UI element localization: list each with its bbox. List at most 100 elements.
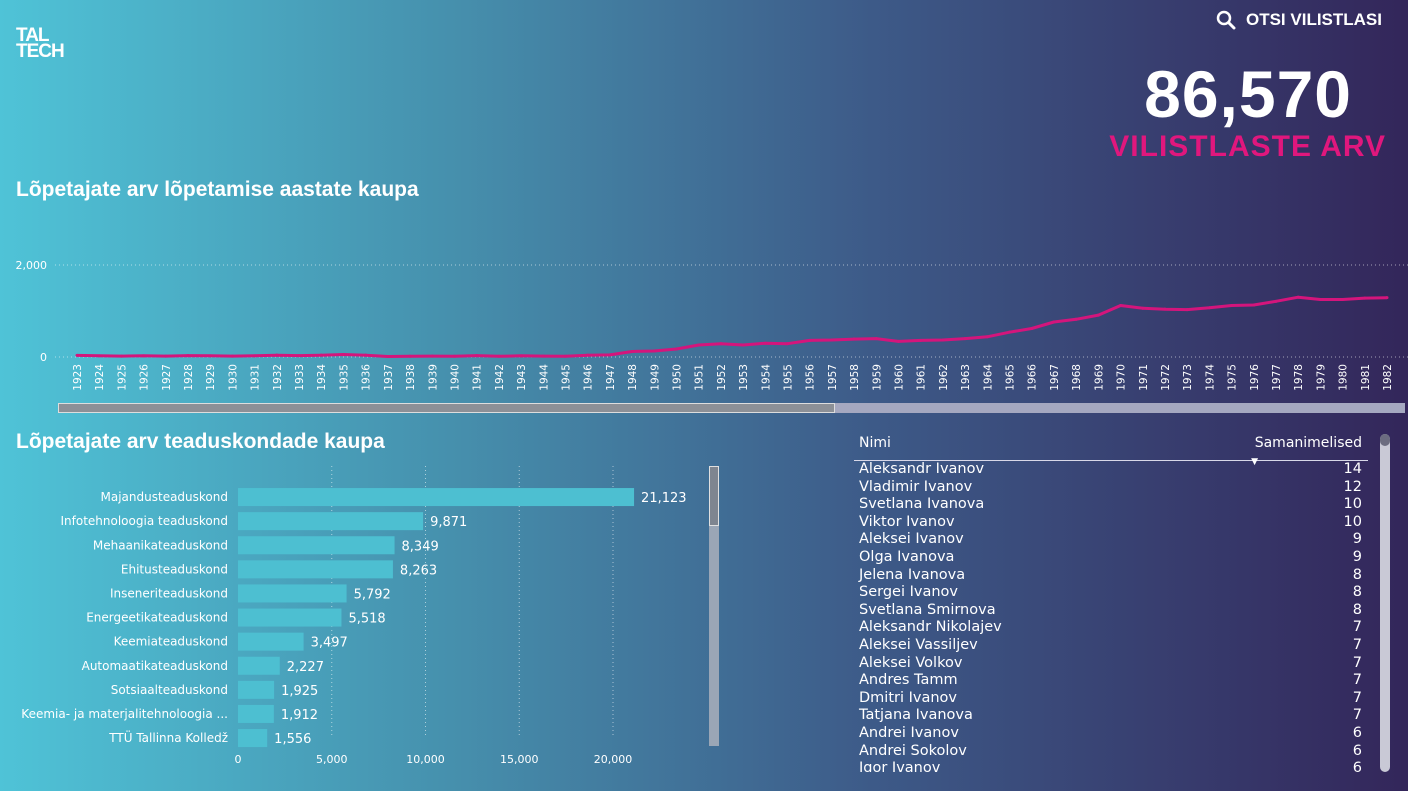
table-row[interactable]: Andrei Sokolov 6 bbox=[854, 743, 1368, 761]
bar bbox=[238, 656, 280, 675]
x-tick-label: 1962 bbox=[938, 364, 950, 391]
bar bbox=[238, 560, 393, 579]
bar-value-label: 5,518 bbox=[348, 612, 385, 627]
bar-chart[interactable]: 0 5,000 10,000 15,000 20,000 Majandusteadusko… bbox=[0, 466, 705, 771]
x-tick-label: 1958 bbox=[849, 364, 861, 391]
data-point bbox=[763, 341, 767, 345]
bar-chart-scrollbar-thumb[interactable] bbox=[709, 466, 719, 526]
x-tick-label: 1923 bbox=[72, 364, 84, 391]
line-chart[interactable]: 0 2,000 1923 1924 1925 1926 1927 1928 1929 1930 19… bbox=[0, 240, 1408, 405]
search-icon bbox=[1216, 10, 1236, 30]
x-tick-label: 1952 bbox=[716, 364, 728, 391]
bar-value-label: 1,925 bbox=[281, 684, 318, 699]
row-name: Aleksei Volkov bbox=[859, 654, 963, 671]
category-label: Energeetikateaduskond bbox=[86, 611, 228, 625]
x-tick-label: 1980 bbox=[1338, 364, 1350, 391]
bar bbox=[238, 632, 304, 651]
data-point bbox=[608, 353, 612, 357]
table-row[interactable]: Olga Ivanova 9 bbox=[854, 549, 1368, 567]
data-point bbox=[297, 354, 301, 358]
bar-chart-scrollbar[interactable] bbox=[709, 466, 719, 746]
x-tick-label: 1943 bbox=[516, 364, 528, 391]
x-tick-label: 15,000 bbox=[500, 753, 539, 766]
table-row[interactable]: Svetlana Smirnova 8 bbox=[854, 602, 1368, 620]
category-label: Mehaanikateaduskond bbox=[93, 538, 228, 552]
table-row[interactable]: Aleksei Vassiljev 7 bbox=[854, 637, 1368, 655]
bar-value-label: 3,497 bbox=[311, 636, 348, 651]
data-point bbox=[1141, 306, 1145, 310]
kpi-value: 86,570 bbox=[1144, 57, 1352, 131]
table-row[interactable]: Aleksei Volkov 7 bbox=[854, 655, 1368, 673]
x-tick-label: 1931 bbox=[250, 364, 262, 391]
x-tick-label: 1949 bbox=[649, 364, 661, 391]
row-count: 8 bbox=[1352, 601, 1362, 618]
bar-value-label: 8,263 bbox=[400, 563, 437, 578]
x-tick-label: 1934 bbox=[316, 364, 328, 391]
data-point bbox=[1096, 313, 1100, 317]
data-point bbox=[741, 343, 745, 347]
data-point bbox=[719, 342, 723, 346]
search-alumni-button[interactable]: OTSI VILISTLASI bbox=[1216, 10, 1382, 30]
category-label: Sotsiaalteaduskond bbox=[111, 683, 228, 697]
table-row[interactable]: Sergei Ivanov 8 bbox=[854, 584, 1368, 602]
x-tick-label: 1929 bbox=[205, 364, 217, 391]
category-label: Keemiateaduskond bbox=[114, 635, 228, 649]
table-row[interactable]: Igor Ivanov 6 bbox=[854, 760, 1368, 772]
row-name: Svetlana Ivanova bbox=[859, 496, 985, 513]
data-point bbox=[963, 337, 967, 341]
data-point bbox=[1230, 303, 1234, 307]
table-row[interactable]: Svetlana Ivanova 10 bbox=[854, 496, 1368, 514]
bar-value-label: 21,123 bbox=[641, 491, 687, 506]
row-name: Aleksandr Nikolajev bbox=[859, 619, 1002, 636]
row-count: 8 bbox=[1352, 584, 1362, 601]
bar bbox=[238, 488, 635, 507]
table-row[interactable]: Vladimir Ivanov 12 bbox=[854, 479, 1368, 497]
x-tick-label: 1973 bbox=[1182, 364, 1194, 391]
x-tick-label: 10,000 bbox=[406, 753, 445, 766]
data-point bbox=[1318, 298, 1322, 301]
row-count: 7 bbox=[1352, 689, 1362, 706]
col-header-name[interactable]: Nimi bbox=[859, 435, 891, 451]
x-tick-label: 1964 bbox=[982, 364, 994, 391]
data-point bbox=[1207, 306, 1211, 310]
x-tick-label: 1955 bbox=[783, 364, 795, 391]
data-point bbox=[919, 338, 923, 342]
x-tick-label: 1966 bbox=[1027, 364, 1039, 391]
table-row[interactable]: Andrei Ivanov 6 bbox=[854, 725, 1368, 743]
bar-value-label: 8,349 bbox=[402, 539, 439, 554]
x-tick-label: 1951 bbox=[694, 364, 706, 391]
sort-desc-icon[interactable]: ▼ bbox=[1251, 457, 1258, 467]
table-body: Aleksandr Ivanov 14 Vladimir Ivanov 12 Svetl… bbox=[854, 461, 1368, 772]
taltech-logo[interactable]: TAL TECH bbox=[16, 26, 65, 61]
line-chart-title: Lõpetajate arv lõpetamise aastate kaupa bbox=[16, 178, 419, 201]
bar-value-label: 5,792 bbox=[354, 587, 391, 602]
table-scrollbar-thumb[interactable] bbox=[1380, 434, 1390, 446]
x-tick-label: 1971 bbox=[1138, 364, 1150, 391]
x-tick-label: 1932 bbox=[272, 364, 284, 391]
x-tick-label: 1946 bbox=[583, 364, 595, 391]
table-row[interactable]: Aleksandr Ivanov 14 bbox=[854, 461, 1368, 479]
table-row[interactable]: Aleksandr Nikolajev 7 bbox=[854, 619, 1368, 637]
table-row[interactable]: Andres Tamm 7 bbox=[854, 672, 1368, 690]
table-row[interactable]: Tatjana Ivanova 7 bbox=[854, 707, 1368, 725]
row-count: 7 bbox=[1352, 672, 1362, 689]
col-header-count[interactable]: Samanimelised bbox=[1254, 435, 1362, 451]
row-name: Vladimir Ivanov bbox=[859, 478, 973, 495]
x-tick-label: 1928 bbox=[183, 364, 195, 391]
data-point bbox=[408, 354, 412, 358]
table-row[interactable]: Jelena Ivanova 8 bbox=[854, 567, 1368, 585]
y-tick-label: 2,000 bbox=[16, 259, 48, 272]
table-row[interactable]: Viktor Ivanov 10 bbox=[854, 514, 1368, 532]
table-scrollbar[interactable] bbox=[1380, 434, 1390, 772]
data-point bbox=[430, 354, 434, 358]
x-tick-label: 1956 bbox=[805, 364, 817, 391]
row-name: Aleksei Vassiljev bbox=[859, 636, 978, 653]
table-row[interactable]: Aleksei Ivanov 9 bbox=[854, 531, 1368, 549]
kpi-label: VILISTLASTE ARV bbox=[1109, 130, 1386, 163]
data-point bbox=[1074, 317, 1078, 321]
bar bbox=[238, 608, 342, 627]
x-tick-label: 1976 bbox=[1249, 364, 1261, 391]
table-row[interactable]: Dmitri Ivanov 7 bbox=[854, 690, 1368, 708]
data-point bbox=[275, 353, 279, 357]
line-chart-scrollbar-thumb[interactable] bbox=[58, 403, 835, 413]
